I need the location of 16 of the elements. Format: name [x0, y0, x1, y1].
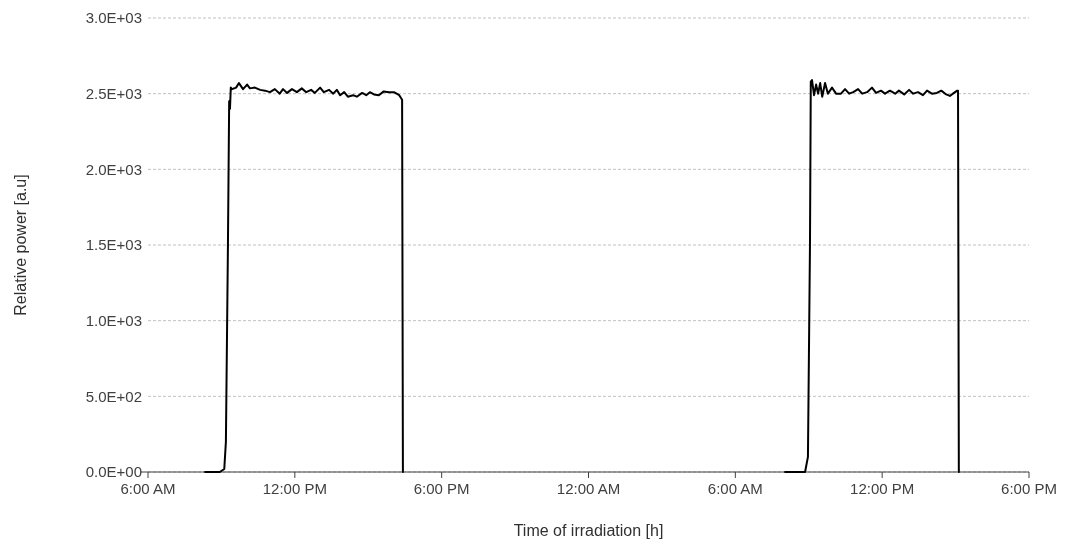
- x-tick-label: 12:00 PM: [850, 480, 915, 497]
- x-tick-label: 12:00 AM: [556, 480, 621, 497]
- x-tick-label: 12:00 PM: [262, 480, 327, 497]
- y-tick-label: 2.0E+03: [85, 160, 142, 178]
- y-tick-label: 1.5E+03: [85, 236, 142, 254]
- y-axis-title: Relative power [a.u]: [12, 174, 29, 316]
- x-axis-title: Time of irradiation [h]: [513, 522, 664, 539]
- x-tick-label: 6:00 AM: [120, 480, 176, 497]
- x-tick-label: 6:00 PM: [1001, 480, 1057, 497]
- y-tick-label: 2.5E+03: [85, 84, 142, 102]
- y-tick-label: 1.0E+03: [85, 311, 142, 329]
- x-tick-label: 6:00 PM: [413, 480, 470, 497]
- y-tick-label: 0.0E+00: [85, 463, 142, 481]
- y-tick-label: 5.0E+02: [85, 387, 142, 405]
- y-tick-label: 3.0E+03: [85, 9, 142, 27]
- x-tick-label: 6:00 AM: [707, 480, 763, 497]
